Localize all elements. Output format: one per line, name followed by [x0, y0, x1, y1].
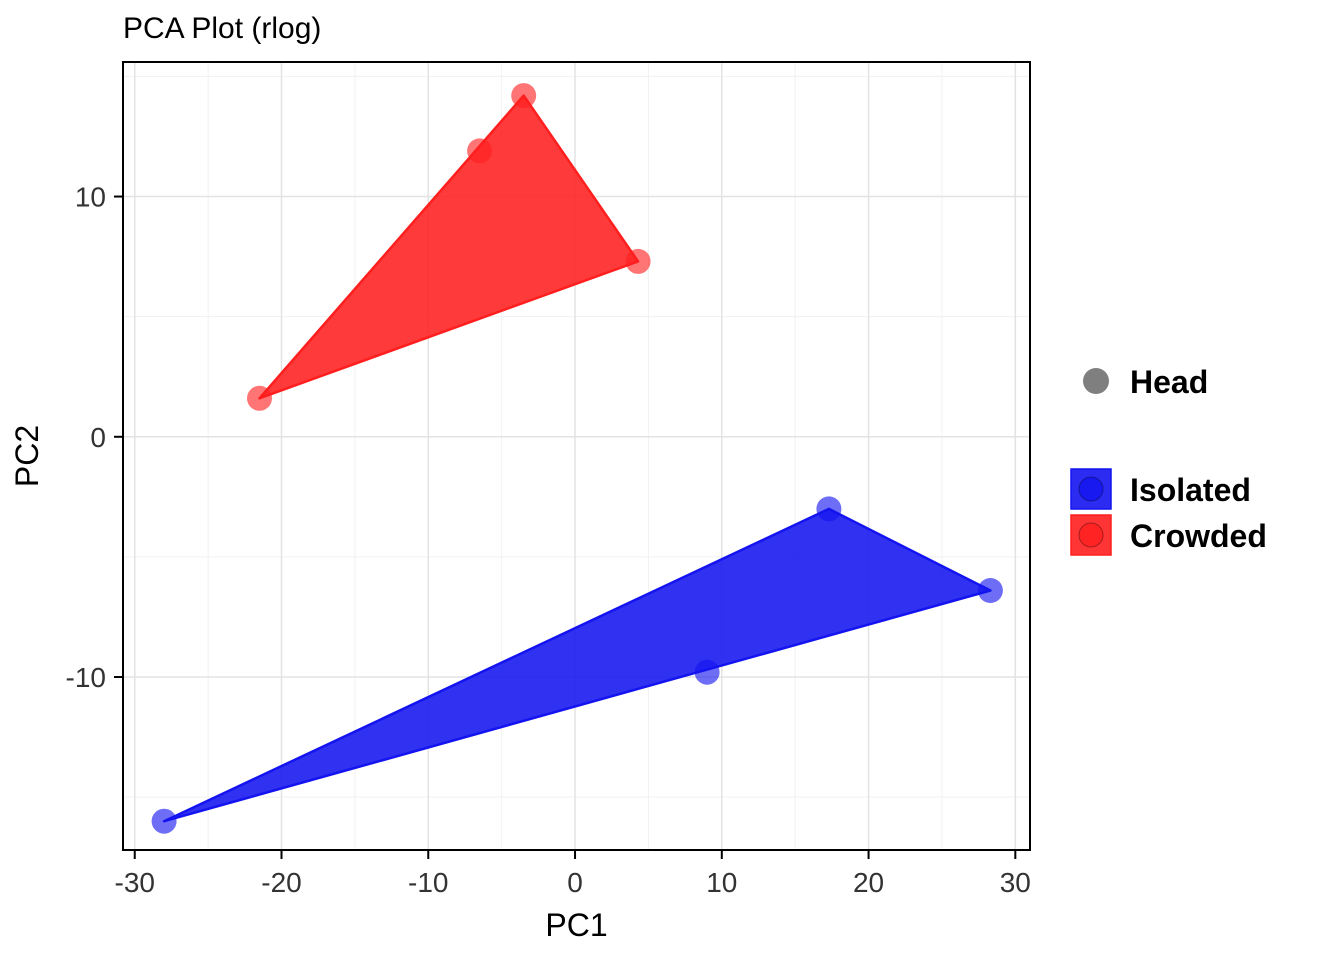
x-axis-title: PC1 [545, 907, 607, 943]
legend-isolated-key-icon [1078, 476, 1104, 502]
x-tick-label: -20 [261, 867, 301, 898]
legend-shape-group: Head [1083, 364, 1208, 400]
legend-crowded-key-swatch [1070, 514, 1112, 556]
data-point-crowded [247, 385, 272, 411]
plot-title: PCA Plot (rlog) [123, 12, 321, 45]
hull-crowded [258, 94, 640, 400]
data-point-isolated [816, 496, 842, 522]
data-point-isolated [151, 808, 177, 834]
y-tick-label: -10 [66, 662, 106, 693]
y-tick-label: 10 [75, 182, 106, 213]
legend-head-label: Head [1130, 364, 1208, 400]
x-tick-label: 20 [853, 867, 884, 898]
data-point-crowded [511, 83, 537, 109]
y-tick-label: 0 [90, 422, 106, 453]
legend-crowded-label: Crowded [1130, 518, 1267, 554]
data-point-isolated [694, 659, 720, 685]
legend-crowded-key-icon [1078, 522, 1104, 548]
data-point-crowded [467, 138, 493, 164]
y-axis-title: PC2 [9, 425, 45, 487]
hull-isolated [162, 507, 992, 823]
x-tick-label: -10 [408, 867, 448, 898]
data-point-isolated [977, 578, 1003, 603]
x-tick-label: 0 [567, 867, 583, 898]
legend-fill-item: Isolated [1070, 468, 1251, 510]
legend-isolated-label: Isolated [1130, 472, 1251, 508]
x-tick-label: -30 [115, 867, 155, 898]
x-tick-label: 30 [1000, 867, 1031, 898]
legend-head-key-icon [1083, 368, 1109, 394]
panel-border [122, 61, 1031, 851]
data-point-crowded [625, 248, 651, 274]
x-tick-label: 10 [706, 867, 737, 898]
legend-fill-item: Crowded [1070, 514, 1267, 556]
